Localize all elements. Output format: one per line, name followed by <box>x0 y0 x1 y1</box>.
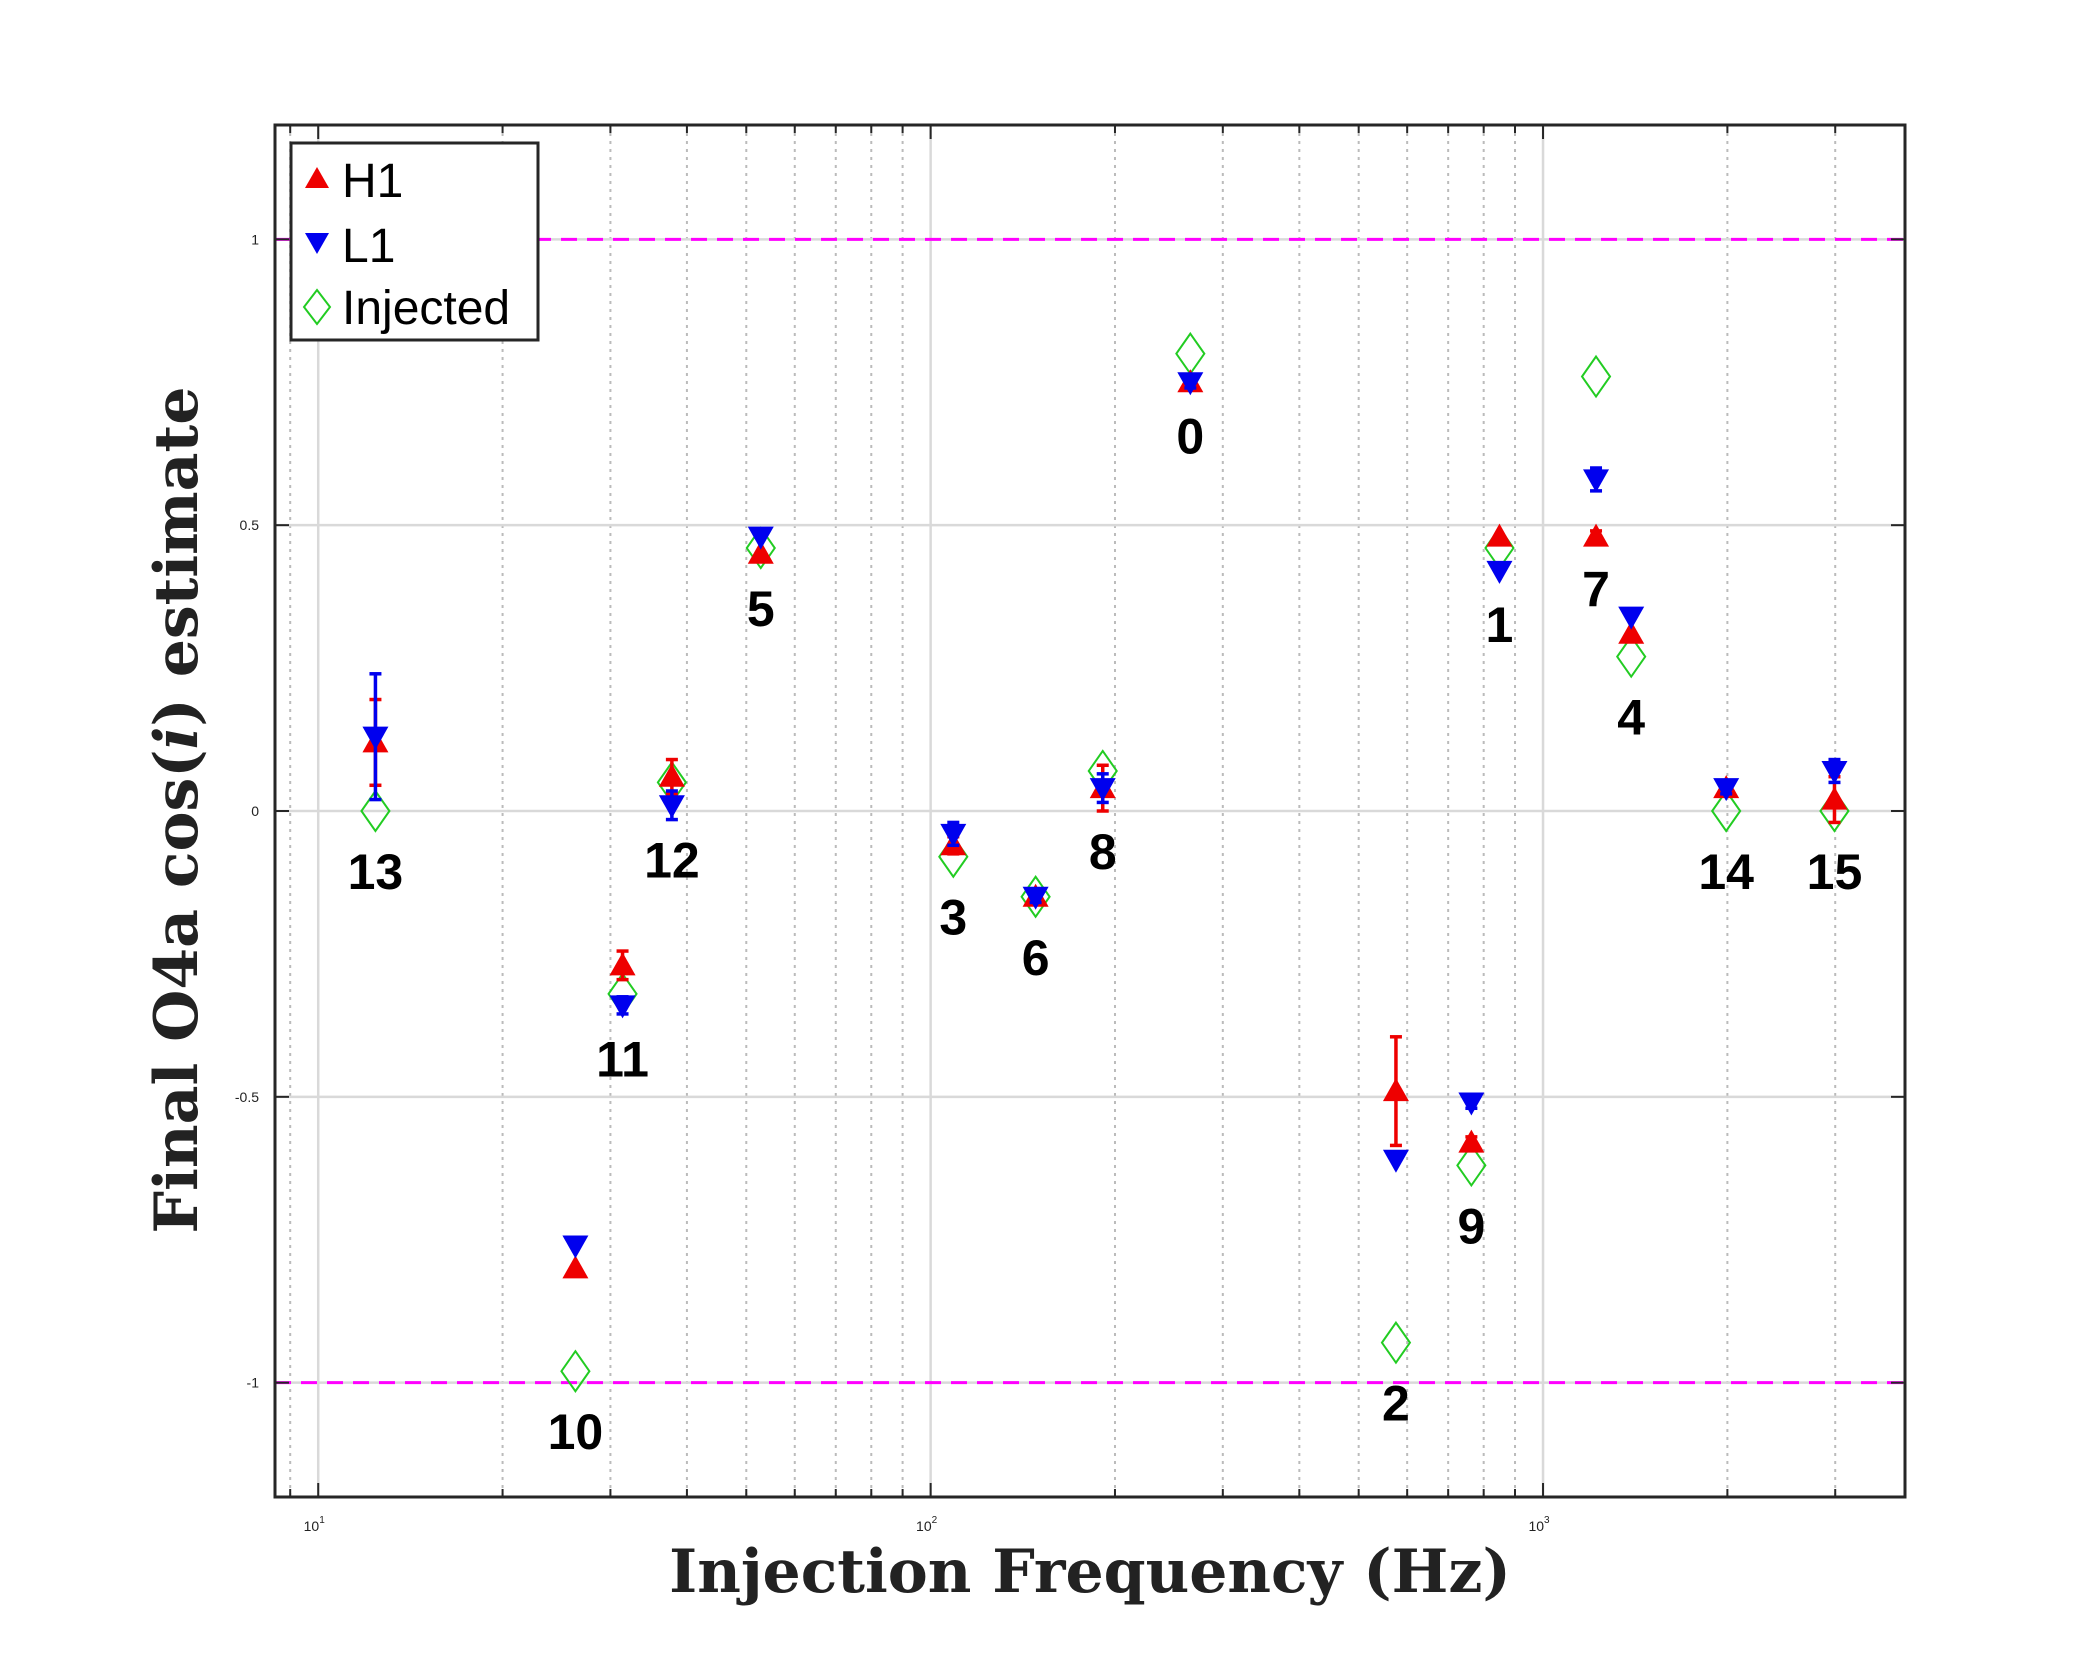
l1-marker-3 <box>940 823 967 847</box>
pulsar-label-10: 10 <box>548 1404 604 1460</box>
legend-injected-label: Injected <box>342 282 510 335</box>
l1-marker-6 <box>1022 886 1049 910</box>
l1-marker-4 <box>1618 606 1645 630</box>
l1-marker-5 <box>747 526 774 550</box>
legend-injected-marker <box>302 288 332 326</box>
x-tick-label: 102 <box>916 1515 938 1534</box>
l1-marker-2 <box>1382 1149 1409 1173</box>
pulsar-label-13: 13 <box>348 844 404 900</box>
pulsar-label-8: 8 <box>1089 824 1117 880</box>
x-axis-label: Injection Frequency (Hz) <box>669 1537 1511 1607</box>
h1-marker-11 <box>609 952 636 976</box>
pulsar-label-3: 3 <box>939 890 967 946</box>
l1-marker-1 <box>1486 560 1513 584</box>
h1-marker-12 <box>658 763 685 787</box>
l1-marker-10 <box>562 1235 589 1259</box>
pulsar-label-7: 7 <box>1582 562 1610 618</box>
y-tick-label: 1 <box>251 231 259 247</box>
injected-marker-10 <box>560 1349 591 1393</box>
x-tick-base: 10 <box>916 1518 932 1534</box>
data-points: 13 10 11 12 5 368 0 2 9 1 7 4 14 15 <box>348 331 1863 1460</box>
y-tick-label: -1 <box>247 1375 260 1391</box>
pulsar-label-9: 9 <box>1457 1198 1485 1254</box>
pulsar-label-2: 2 <box>1382 1376 1410 1432</box>
legend: H1 L1 Injected <box>289 141 540 342</box>
x-tick-base: 10 <box>304 1518 320 1534</box>
h1-marker-5 <box>747 540 774 564</box>
h1-marker-7 <box>1583 523 1610 547</box>
h1-marker-15 <box>1821 786 1848 810</box>
pulsar-label-4: 4 <box>1617 690 1645 746</box>
legend-l1-label: L1 <box>342 220 395 273</box>
legend-h1-label: H1 <box>342 155 403 208</box>
x-tick-exponent: 2 <box>932 1515 938 1526</box>
x-tick-exponent: 3 <box>1544 1515 1550 1526</box>
l1-marker-7 <box>1583 469 1610 493</box>
pulsar-label-6: 6 <box>1022 930 1050 986</box>
pulsar-label-5: 5 <box>747 581 775 637</box>
l1-marker-14 <box>1713 778 1740 802</box>
y-axis-label-part2: i <box>142 727 212 750</box>
x-tick-label: 103 <box>1528 1515 1550 1534</box>
x-tick-base: 10 <box>1528 1518 1544 1534</box>
injected-marker-14 <box>1710 789 1742 833</box>
reference-lines <box>275 237 1905 1385</box>
y-tick-label: -0.5 <box>235 1089 259 1105</box>
y-tick-label: 0.5 <box>240 517 260 533</box>
h1-marker-2 <box>1382 1078 1409 1102</box>
y-tick-label: 0 <box>251 803 259 819</box>
h1-marker-10 <box>562 1255 589 1279</box>
x-tick-exponent: 1 <box>319 1515 325 1526</box>
legend-h1-marker <box>305 167 329 188</box>
pulsar-label-12: 12 <box>644 833 700 889</box>
y-axis-label-part3: ) estimate <box>142 387 212 727</box>
h1-marker-9 <box>1458 1129 1485 1153</box>
h1-marker-1 <box>1486 523 1513 547</box>
y-axis-label: Final O4a cos(i) estimate <box>142 387 212 1234</box>
pulsar-label-0: 0 <box>1176 408 1204 464</box>
l1-marker-9 <box>1458 1092 1485 1116</box>
legend-box <box>289 141 540 342</box>
l1-marker-15 <box>1821 760 1848 784</box>
injected-marker-5 <box>745 526 776 570</box>
x-tick-label: 101 <box>304 1515 326 1534</box>
ticks: 101 102 103-1-0.500.51 <box>235 125 1905 1534</box>
pulsar-label-1: 1 <box>1486 597 1514 653</box>
injected-marker-2 <box>1380 1320 1412 1365</box>
pulsar-label-15: 15 <box>1807 844 1863 900</box>
injected-marker-13 <box>360 789 391 833</box>
y-axis-label-part1: Final O4a cos( <box>142 749 212 1233</box>
l1-marker-13 <box>362 726 389 750</box>
l1-marker-12 <box>658 795 685 819</box>
injected-marker-9 <box>1456 1143 1487 1188</box>
legend-l1-marker <box>305 233 329 254</box>
h1-marker-4 <box>1618 620 1645 644</box>
pulsar-label-14: 14 <box>1698 844 1754 900</box>
l1-marker-0 <box>1177 372 1204 396</box>
l1-marker-8 <box>1089 778 1116 802</box>
injected-marker-4 <box>1615 634 1647 679</box>
injected-marker-7 <box>1580 354 1612 399</box>
l1-marker-11 <box>609 995 636 1019</box>
pulsar-label-11: 11 <box>596 1031 649 1087</box>
